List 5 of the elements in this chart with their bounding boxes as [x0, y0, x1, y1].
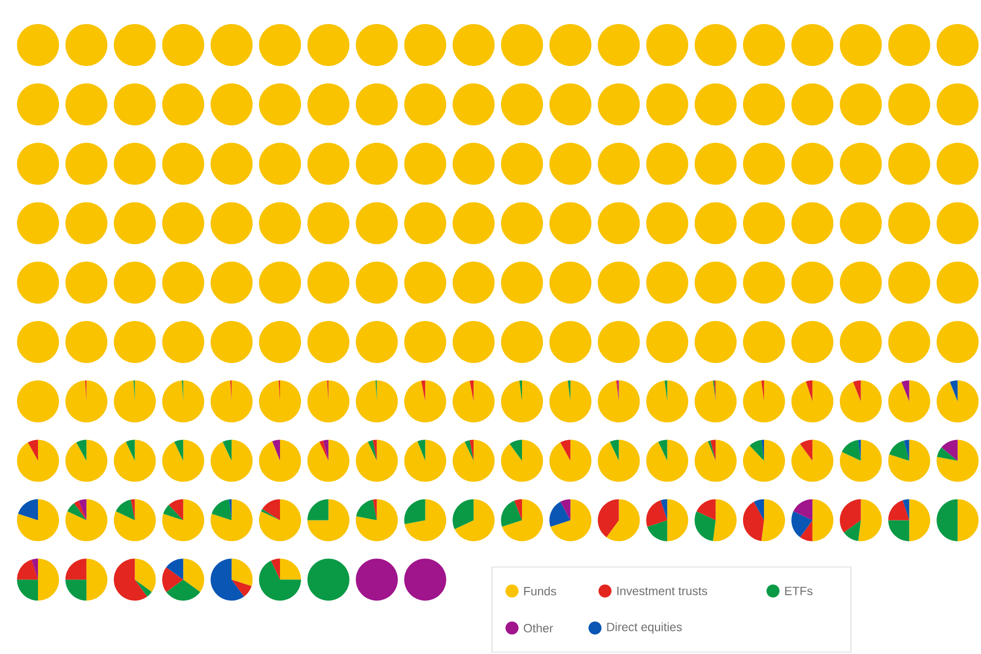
- legend-label: Funds: [524, 586, 556, 596]
- legend-label: Other: [524, 624, 554, 632]
- legend-label: Investment trusts: [617, 586, 708, 596]
- legend-label: Direct equities: [607, 622, 682, 634]
- legend-label: ETFs: [785, 586, 812, 596]
